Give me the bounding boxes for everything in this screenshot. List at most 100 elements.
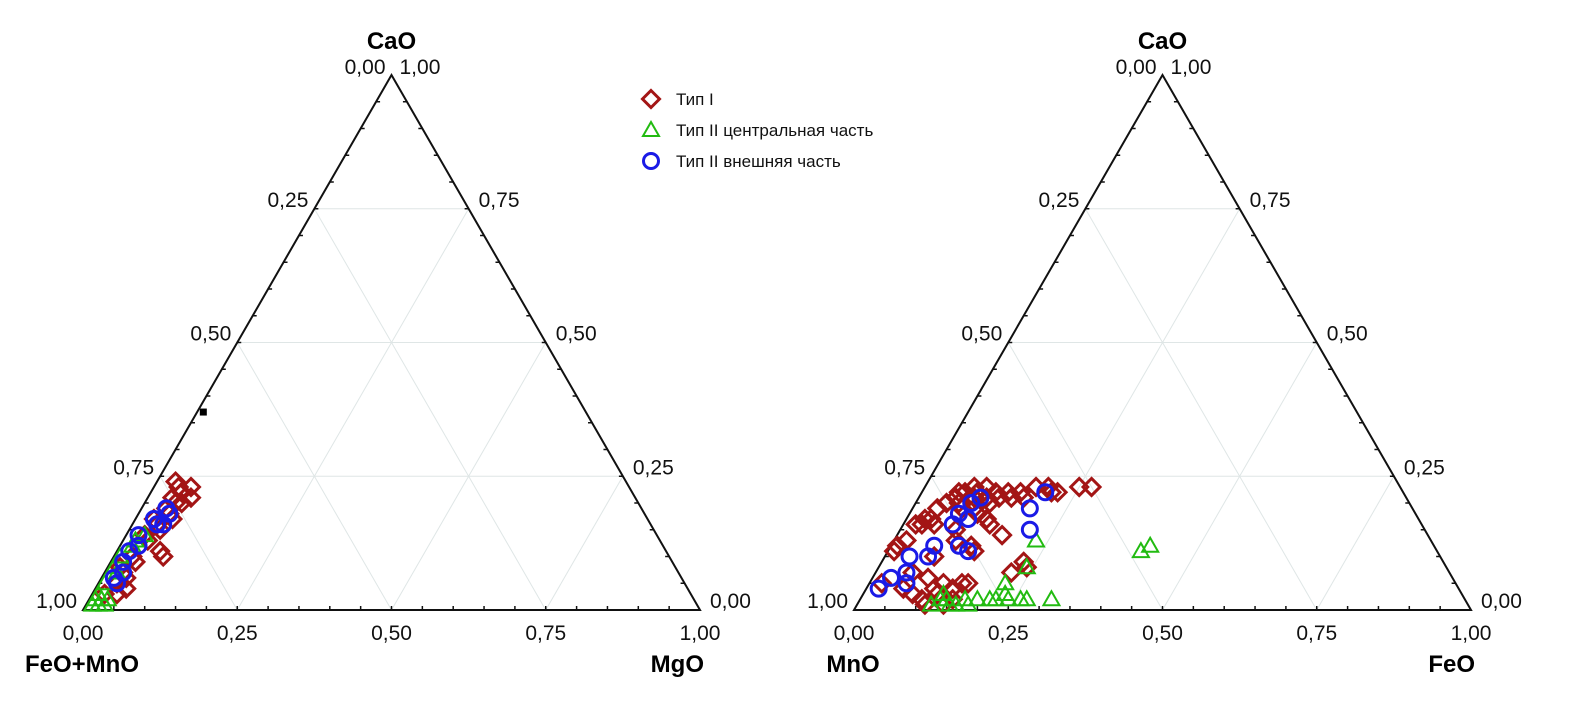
left-tick-label: 0,00 <box>1116 56 1157 79</box>
data-point-circle <box>900 547 919 566</box>
left-tick-label: 0,25 <box>1039 189 1080 212</box>
data-point-circle <box>943 515 962 534</box>
bottom-right-axis-title: MgO <box>651 651 704 678</box>
legend-label: Тип I <box>676 90 714 109</box>
left-tick-label: 1,00 <box>36 590 77 613</box>
data-point-triangle <box>1131 541 1151 559</box>
data-point-diamond <box>1013 551 1035 573</box>
data-point-diamond <box>914 508 936 530</box>
data-point-diamond <box>892 577 914 600</box>
left-tick-label: 0,25 <box>268 189 309 212</box>
data-point-circle <box>869 579 888 598</box>
legend-marker-triangle <box>641 119 661 137</box>
data-point-triangle <box>986 589 1006 607</box>
data-point-diamond <box>883 540 905 562</box>
data-point-circle <box>129 536 148 555</box>
bottom-tick-label: 0,75 <box>1296 622 1337 645</box>
data-point-circle <box>949 536 968 555</box>
data-point-circle <box>919 547 938 566</box>
data-point-diamond <box>923 545 945 568</box>
data-point-circle <box>959 510 978 529</box>
data-point-diamond <box>115 577 137 600</box>
data-point-diamond <box>963 540 985 562</box>
data-point-diamond <box>149 540 171 562</box>
left-tick-label: 1,00 <box>807 590 848 613</box>
right-tick-label: 0,00 <box>1481 590 1522 613</box>
data-point-triangle <box>1026 530 1046 548</box>
bottom-tick-label: 1,00 <box>680 622 721 645</box>
data-point-triangle <box>82 594 102 612</box>
data-point-triangle <box>933 583 954 601</box>
data-point-circle <box>107 574 126 593</box>
data-point-diamond <box>979 513 1001 536</box>
data-point-diamond <box>1009 481 1032 503</box>
data-point-circle <box>962 494 981 512</box>
data-point-diamond <box>180 476 202 498</box>
bottom-tick-label: 0,75 <box>525 622 566 645</box>
data-point-diamond <box>948 481 970 503</box>
data-point-diamond <box>1080 476 1103 498</box>
bottom-tick-label: 0,25 <box>988 622 1029 645</box>
left-tick-label: 0,50 <box>190 323 231 346</box>
grid-line <box>313 208 547 611</box>
data-point-triangle <box>995 573 1015 591</box>
data-point-diamond <box>886 535 908 557</box>
data-point-triangle <box>1017 557 1037 575</box>
data-point-triangle <box>94 594 115 612</box>
right-tick-label: 0,75 <box>479 189 520 212</box>
right-tick-label: 0,50 <box>1327 323 1368 346</box>
grid-line <box>236 342 392 611</box>
data-point-triangle <box>998 589 1018 607</box>
bottom-left-axis-title: MnO <box>826 651 879 678</box>
data-point-diamond <box>1040 481 1063 503</box>
bottom-tick-label: 0,00 <box>63 622 104 645</box>
data-point-diamond <box>923 577 945 600</box>
data-point-diamond <box>979 492 1001 514</box>
data-point-circle <box>882 568 901 587</box>
left-tick-label: 0,75 <box>884 456 925 479</box>
data-point-circle <box>971 488 990 507</box>
bottom-right-axis-title: FeO <box>1428 651 1475 678</box>
grid-line <box>236 208 470 611</box>
legend-label: Тип II внешняя часть <box>676 152 841 171</box>
data-point-diamond <box>991 524 1013 546</box>
data-point-diamond <box>957 572 979 594</box>
data-point-diamond <box>951 572 973 594</box>
data-point-diamond <box>942 577 964 600</box>
data-point-diamond <box>926 497 948 519</box>
data-point-diamond <box>911 588 933 610</box>
data-point-diamond <box>914 594 936 616</box>
data-point-circle <box>114 552 133 571</box>
data-point-diamond <box>1016 556 1038 578</box>
grid-line <box>1084 208 1318 611</box>
bottom-tick-label: 0,50 <box>1142 622 1183 645</box>
data-point-circle <box>154 515 173 534</box>
data-point-triangle <box>1017 589 1037 607</box>
right-tick-label: 1,00 <box>400 56 441 79</box>
data-point-diamond <box>93 583 116 605</box>
left-tick-label: 0,75 <box>113 456 154 479</box>
data-point-circle <box>129 526 148 545</box>
grid-line <box>1007 342 1163 611</box>
right-tick-label: 0,25 <box>1404 456 1445 479</box>
black-square-marker <box>199 408 207 416</box>
right-tick-label: 0,00 <box>710 590 751 613</box>
data-point-circle <box>1020 499 1039 518</box>
data-point-diamond <box>976 508 998 530</box>
left-tick-label: 0,00 <box>345 56 386 79</box>
right-tick-label: 0,25 <box>633 456 674 479</box>
data-point-diamond <box>171 492 193 514</box>
data-point-triangle <box>1140 535 1160 553</box>
legend-marker-circle <box>642 152 660 170</box>
data-point-triangle <box>946 594 966 612</box>
data-point-circle <box>897 574 916 593</box>
data-point-circle <box>148 515 167 534</box>
bottom-tick-label: 0,00 <box>834 622 875 645</box>
data-point-diamond <box>932 594 955 616</box>
data-point-diamond <box>152 545 174 568</box>
grid-line <box>1162 342 1318 611</box>
right-tick-label: 0,75 <box>1250 189 1291 212</box>
data-point-diamond <box>923 513 945 536</box>
data-point-triangle <box>967 589 988 607</box>
apex-axis-title: CaO <box>1138 28 1187 55</box>
